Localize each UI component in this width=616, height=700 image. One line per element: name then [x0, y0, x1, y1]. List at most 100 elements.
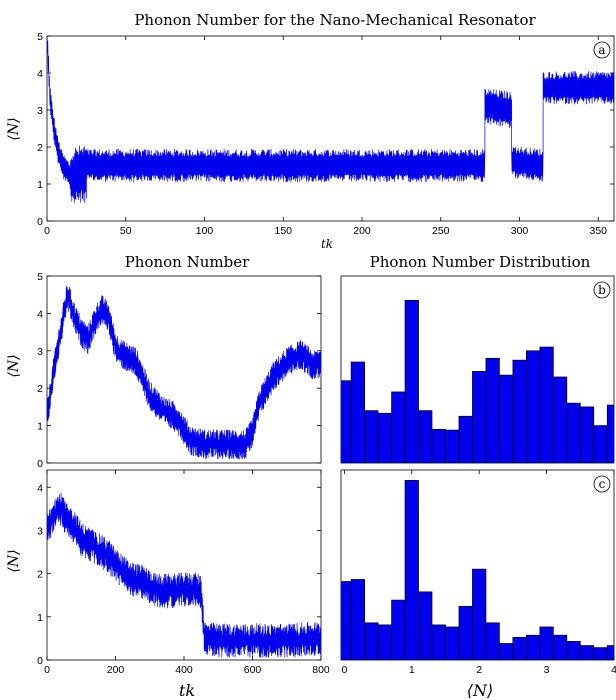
histogram-bar	[404, 479, 419, 660]
left-column-title: Phonon Number	[125, 253, 250, 271]
x-tick-label: 100	[196, 225, 214, 237]
panel-b-histogram: b	[340, 275, 615, 464]
histogram-bar	[606, 645, 614, 660]
right-column-title: Phonon Number Distribution	[370, 253, 591, 271]
histogram-bar	[526, 350, 541, 463]
x-tick-label: 3	[544, 664, 550, 676]
histogram-bar	[593, 647, 608, 660]
histogram-bar	[341, 581, 352, 660]
panel-a-xlabel: tk	[321, 237, 333, 251]
x-tick-label: 1	[409, 664, 415, 676]
y-tick-label: 1	[37, 612, 43, 624]
y-tick-label: 3	[37, 105, 43, 117]
panel-a-ylabel: ⟨N⟩	[6, 117, 22, 140]
histogram-bar	[418, 410, 433, 463]
y-tick-label: 3	[37, 525, 43, 537]
x-tick-label: 400	[175, 664, 193, 676]
y-tick-label: 5	[37, 31, 43, 43]
histogram-bar	[364, 622, 379, 660]
x-tick-label: 200	[107, 664, 125, 676]
panel-c-xlabel: ⟨N⟩	[467, 681, 493, 700]
panel-label-circle	[593, 475, 611, 493]
histogram-bar	[472, 371, 487, 463]
histogram-bar	[404, 299, 419, 463]
y-tick-label: 2	[37, 383, 43, 395]
histogram-bar	[391, 599, 406, 660]
histogram-bar	[445, 626, 460, 660]
y-tick-label: 2	[37, 569, 43, 581]
histogram-bar	[512, 636, 527, 660]
panel-b-left-timeseries: 0 1 2 3 4 5	[37, 271, 322, 470]
histogram-bar	[377, 412, 392, 463]
y-tick-label: 0	[37, 655, 43, 667]
y-tick-label: 5	[37, 271, 43, 283]
y-tick-label: 0	[37, 458, 43, 470]
x-tick-label: 200	[353, 225, 371, 237]
histogram-bar	[350, 361, 365, 463]
y-tick-label: 4	[37, 308, 43, 320]
y-tick-label: 1	[37, 421, 43, 433]
y-tick-label: 4	[37, 68, 43, 80]
histogram-bar	[566, 402, 581, 463]
histogram-bar	[350, 579, 365, 660]
histogram-bar	[499, 643, 514, 660]
histogram-bar	[431, 428, 446, 463]
histogram-bar	[579, 645, 595, 660]
phonon-number-trace	[47, 36, 614, 203]
x-tick-label: 300	[511, 225, 529, 237]
panel-letter: b	[598, 283, 606, 297]
x-tick-label: 0	[341, 664, 347, 676]
histogram-bar	[364, 410, 379, 463]
x-tick-label: 600	[244, 664, 262, 676]
histogram-bar	[579, 406, 595, 463]
panel-label-circle	[593, 41, 611, 59]
x-tick-label: 0	[44, 664, 50, 676]
x-tick-label: 800	[312, 664, 330, 676]
x-tick-label: 250	[432, 225, 450, 237]
histogram-bar	[566, 641, 581, 660]
histogram-bar	[499, 374, 514, 463]
histogram-bar	[458, 415, 473, 463]
histogram-bar	[485, 622, 500, 660]
panel-c-left-xlabel: tk	[179, 681, 195, 700]
y-tick-label: 3	[37, 346, 43, 358]
histogram-bar	[472, 568, 487, 660]
x-tick-label: 150	[274, 225, 292, 237]
histogram-bar	[485, 357, 500, 463]
histogram-bar	[539, 626, 554, 660]
histogram-bar	[377, 624, 392, 660]
panel-c-histogram: 0 1 2 3 4 c	[340, 469, 616, 676]
x-tick-label: 0	[44, 225, 50, 237]
y-tick-label: 0	[37, 216, 43, 228]
histogram-bar	[539, 346, 554, 463]
histogram-bar	[391, 391, 406, 463]
x-tick-label: 4	[611, 664, 616, 676]
x-tick-label: 50	[120, 225, 132, 237]
histogram-bar	[593, 425, 608, 463]
panel-letter: a	[598, 43, 605, 57]
phonon-number-trace	[47, 285, 321, 460]
y-tick-label: 1	[37, 179, 43, 191]
histogram-bar	[526, 634, 541, 660]
histogram-bar	[458, 605, 473, 660]
histogram-bar	[552, 376, 568, 463]
x-tick-label: 350	[589, 225, 607, 237]
histogram-bar	[418, 591, 433, 660]
histogram-bar	[341, 380, 352, 463]
x-tick-label: 2	[476, 664, 482, 676]
y-tick-label: 2	[37, 142, 43, 154]
histogram-bar	[431, 624, 446, 660]
panel-a-timeseries: 0 50 100 150 200 250 300 350 0 1 2 3 4 5 a	[37, 31, 615, 237]
histogram-bar	[606, 404, 614, 463]
histogram-bar	[512, 359, 527, 463]
panel-label-circle	[593, 281, 611, 299]
histogram-bar	[445, 429, 460, 463]
panel-c-left-timeseries: 0 200 400 600 800 0 1 2 3 4	[37, 469, 330, 676]
main-title: Phonon Number for the Nano-Mechanical Re…	[134, 11, 536, 29]
panel-c-left-ylabel: ⟨N⟩	[6, 549, 22, 572]
plot-frame	[46, 35, 615, 222]
panel-b-left-ylabel: ⟨N⟩	[6, 354, 22, 377]
y-tick-label: 4	[37, 482, 43, 494]
phonon-number-trace	[47, 492, 321, 658]
